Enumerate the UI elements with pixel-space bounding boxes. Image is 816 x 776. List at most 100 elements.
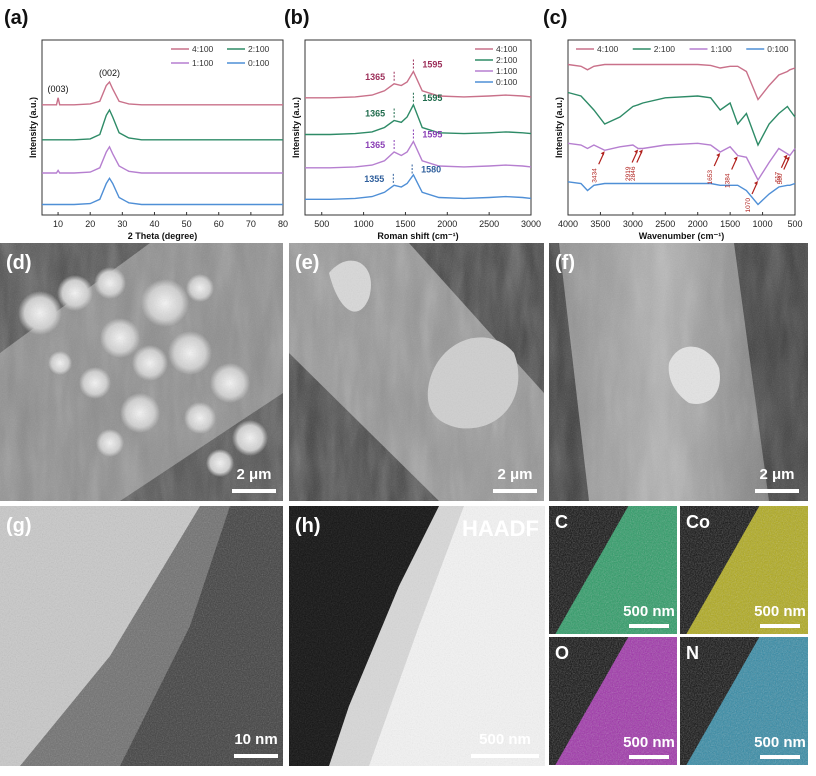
- panel-label: (c): [543, 7, 567, 29]
- series-line: [567, 142, 796, 182]
- series-line: [42, 145, 283, 174]
- plot-frame: [567, 39, 796, 216]
- map-noise: [680, 506, 808, 634]
- annotation: 1653: [707, 170, 714, 185]
- plot-frame: [304, 39, 532, 216]
- series-line: [567, 63, 796, 101]
- annotation: 617: [774, 171, 781, 182]
- legend-label: 1:100: [192, 58, 214, 68]
- annotation: 1384: [725, 173, 732, 188]
- legend-label: 4:100: [597, 44, 619, 54]
- x-tick-label: 3000: [521, 219, 541, 229]
- arrow-head: [733, 156, 738, 161]
- eds-map: C 500 nm: [549, 506, 677, 634]
- x-tick-label: 3000: [623, 219, 643, 229]
- series-line: [305, 139, 532, 169]
- series-line: [567, 91, 796, 147]
- annotation: 2846: [630, 166, 637, 181]
- eds-map: O 500 nm: [549, 637, 677, 765]
- x-tick-label: 1500: [395, 219, 415, 229]
- map-noise: [549, 506, 677, 634]
- legend-label: 2:100: [248, 44, 270, 54]
- legend-label: 4:100: [496, 44, 518, 54]
- charts: (a) 10 20 30 40 50 60 70 80 2 Theta (degree) Inten…: [4, 7, 803, 241]
- x-tick-label: 1000: [753, 219, 773, 229]
- element-label: N: [686, 643, 699, 663]
- annotation: (003): [48, 84, 69, 94]
- annotation-arrow: [598, 153, 605, 165]
- annotation-arrow: [631, 151, 638, 163]
- annotation: 1070: [745, 198, 752, 213]
- arrow-head: [785, 156, 790, 161]
- x-tick-label: 3500: [590, 219, 610, 229]
- eds-map: N 500 nm: [680, 637, 808, 765]
- scale-label: 500 nm: [479, 731, 531, 748]
- element-label: Co: [686, 512, 710, 532]
- mode-label: HAADF: [462, 516, 539, 541]
- sem-image-e: (e) 2 μm: [289, 243, 544, 501]
- x-tick-label: 2500: [655, 219, 675, 229]
- scale-label: 500 nm: [623, 734, 675, 751]
- series-line: [305, 69, 532, 99]
- map-noise: [680, 637, 808, 765]
- plot-frame: [41, 39, 284, 216]
- annotation-arrow: [713, 154, 720, 167]
- x-tick-label: 1500: [720, 219, 740, 229]
- scale-label: 500 nm: [754, 603, 806, 620]
- x-tick-label: 80: [278, 219, 288, 229]
- x-tick-label: 30: [117, 219, 127, 229]
- panel-label: (e): [295, 252, 319, 274]
- scale-label: 2 μm: [497, 466, 532, 483]
- eds-maps: C 500 nm Co 500 nm O 500 nm N 500 nm: [549, 506, 808, 765]
- x-tick-label: 2000: [688, 219, 708, 229]
- annotation-arrow: [783, 158, 790, 170]
- tem-image-h: (h) HAADF 500 nm: [289, 506, 545, 766]
- arrow-head: [783, 154, 788, 159]
- x-axis-label: Wavenumber (cm⁻¹): [639, 231, 724, 241]
- scale-label: 500 nm: [754, 734, 806, 751]
- x-tick-label: 2000: [437, 219, 457, 229]
- y-axis-label: Intensity (a.u.): [291, 97, 301, 158]
- x-axis-label: 2 Theta (degree): [128, 231, 198, 241]
- x-tick-label: 20: [85, 219, 95, 229]
- eds-map: Co 500 nm: [680, 506, 808, 634]
- element-label: O: [555, 643, 569, 663]
- x-tick-label: 10: [53, 219, 63, 229]
- panel-label: (d): [6, 252, 32, 274]
- x-tick-label: 4000: [558, 219, 578, 229]
- x-tick-label: 40: [149, 219, 159, 229]
- annotation: 3434: [592, 168, 599, 183]
- panel-label: (g): [6, 515, 32, 537]
- peak-label: 1595: [422, 130, 442, 140]
- annotation-arrow: [780, 156, 787, 168]
- legend-label: 1:100: [496, 66, 518, 76]
- legend-label: 0:100: [767, 44, 789, 54]
- arrow-head: [600, 151, 605, 156]
- x-axis-label: Roman shift (cm⁻¹): [377, 231, 458, 241]
- series-line: [305, 103, 532, 136]
- legend-label: 2:100: [496, 55, 518, 65]
- x-tick-label: 2500: [479, 219, 499, 229]
- legend-label: 0:100: [496, 77, 518, 87]
- series-line: [42, 176, 283, 206]
- annotation-arrow: [751, 182, 758, 195]
- x-tick-label: 70: [246, 219, 256, 229]
- x-tick-label: 500: [787, 219, 802, 229]
- peak-label: 1595: [422, 60, 442, 70]
- x-tick-label: 50: [182, 219, 192, 229]
- peak-label: 1580: [421, 165, 441, 175]
- x-tick-label: 1000: [354, 219, 374, 229]
- tem-image-g: (g) 10 nm: [0, 506, 283, 766]
- arrow-head: [754, 181, 759, 185]
- scale-label: 2 μm: [759, 466, 794, 483]
- arrow-head: [634, 149, 639, 154]
- legend-label: 4:100: [192, 44, 214, 54]
- panel-label: (a): [4, 7, 28, 29]
- series-line: [42, 108, 283, 141]
- peak-label: 1595: [422, 93, 442, 103]
- peak-label: 1365: [365, 140, 385, 150]
- scale-label: 2 μm: [236, 466, 271, 483]
- panel-label: (h): [295, 515, 321, 537]
- sem-image-f: (f) 2 μm: [549, 243, 808, 501]
